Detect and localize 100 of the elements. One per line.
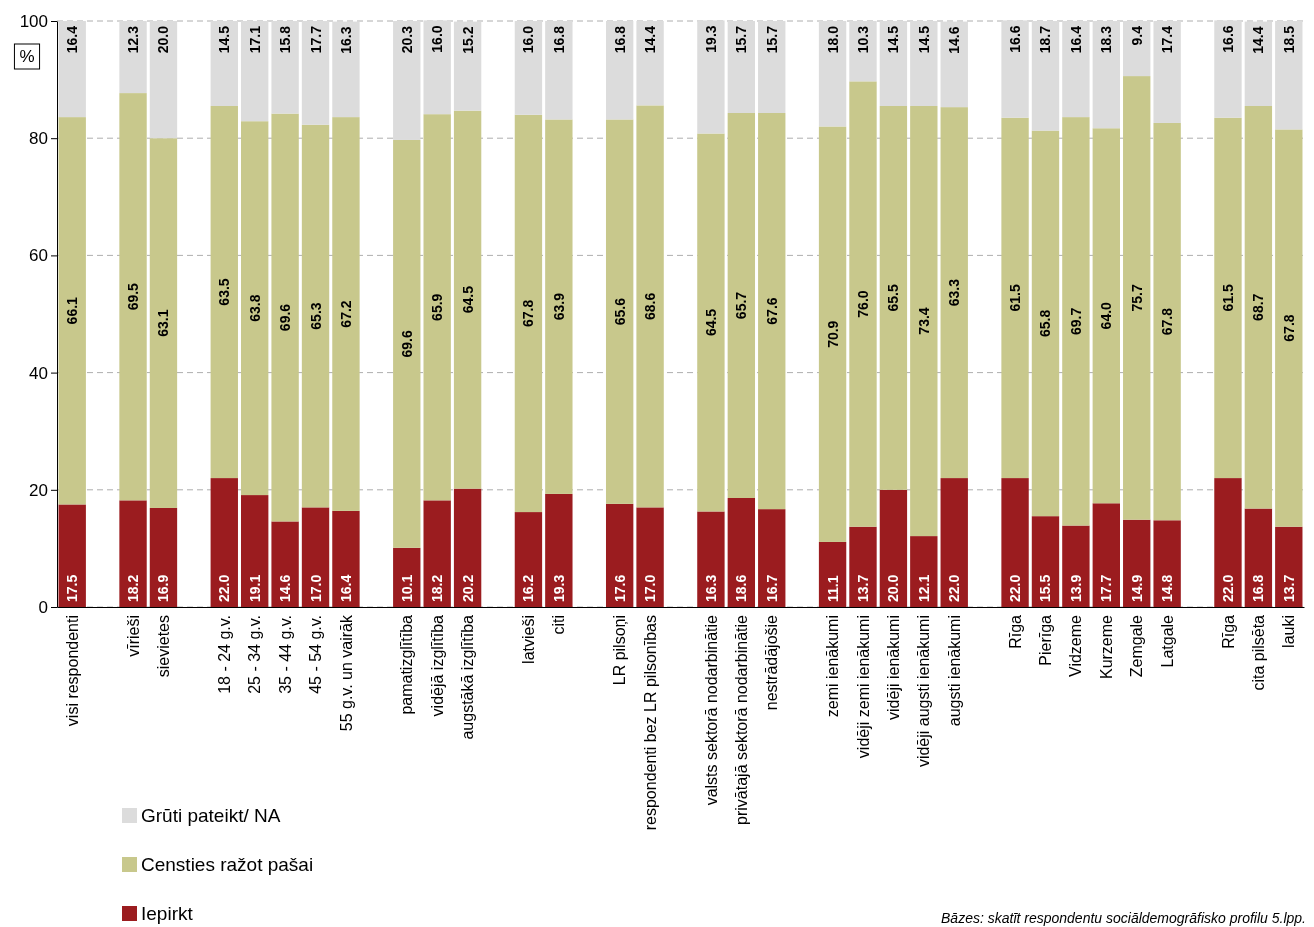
bar xyxy=(393,21,421,140)
bar xyxy=(423,20,451,115)
bar xyxy=(58,504,86,607)
bar xyxy=(332,510,360,607)
bar xyxy=(879,105,908,490)
bar xyxy=(910,536,938,607)
data-label: 69.5 xyxy=(125,282,142,311)
bar xyxy=(1244,21,1273,106)
y-tick-label: 40 xyxy=(29,363,48,383)
x-tick-label: vidējā izglītība xyxy=(428,614,446,717)
data-label: 20.0 xyxy=(155,25,172,54)
legend-label: Iepirkt xyxy=(141,903,194,924)
data-label: 10.1 xyxy=(398,574,415,602)
bar xyxy=(1244,105,1273,509)
data-label: 16.4 xyxy=(337,574,354,602)
bar xyxy=(727,21,756,113)
data-label: 22.0 xyxy=(1219,574,1236,602)
data-label: 17.1 xyxy=(246,25,263,54)
data-label: 16.7 xyxy=(763,574,780,602)
data-label: 66.1 xyxy=(64,296,81,325)
x-tick-label: augstākā izglītība xyxy=(459,614,477,740)
bar xyxy=(849,526,877,607)
data-label: 12.1 xyxy=(915,574,932,602)
bar xyxy=(605,119,634,504)
bar xyxy=(241,121,269,496)
x-tick-label: nestrādājošie xyxy=(763,614,781,711)
bar xyxy=(271,113,299,522)
x-tick-label: augsti ienākumi xyxy=(945,615,963,727)
data-label: 65.5 xyxy=(885,284,902,312)
data-label: 15.2 xyxy=(459,26,476,54)
data-label: 63.1 xyxy=(155,309,172,337)
bar xyxy=(514,114,543,513)
data-label: 18.2 xyxy=(429,574,446,602)
data-label: 61.5 xyxy=(1007,284,1024,312)
x-tick-label: lauki xyxy=(1280,615,1298,648)
bar xyxy=(301,124,330,508)
bar xyxy=(119,93,147,501)
bar xyxy=(1031,130,1060,517)
data-label: 63.5 xyxy=(216,278,233,306)
bar xyxy=(423,114,451,501)
data-label: 13.7 xyxy=(1280,574,1297,602)
bar xyxy=(697,133,725,512)
data-label: 64.5 xyxy=(459,285,476,314)
bar xyxy=(423,500,451,607)
x-tick-label: vidēji zemi ienākumi xyxy=(854,615,872,759)
bar xyxy=(940,478,968,607)
bar xyxy=(1153,520,1181,607)
bar xyxy=(727,498,756,607)
data-label: 16.4 xyxy=(64,25,81,54)
y-tick-label: 100 xyxy=(19,11,48,31)
data-label: 15.7 xyxy=(763,25,780,54)
bar xyxy=(453,110,482,489)
data-label: 67.8 xyxy=(1280,314,1297,342)
data-label: 14.9 xyxy=(1128,574,1145,602)
data-label: 16.0 xyxy=(429,25,446,53)
y-tick-label: 80 xyxy=(29,129,48,149)
bar xyxy=(1214,20,1242,118)
bar xyxy=(1001,478,1029,607)
bar xyxy=(727,113,756,498)
bar xyxy=(1275,526,1303,607)
data-label: 19.1 xyxy=(246,574,263,602)
data-label: 13.9 xyxy=(1067,574,1084,602)
data-label: 20.2 xyxy=(459,574,476,602)
bar xyxy=(210,105,238,479)
data-label: 61.5 xyxy=(1219,284,1236,312)
bar xyxy=(818,21,847,127)
bar xyxy=(636,21,664,106)
data-label: 18.6 xyxy=(733,574,750,602)
data-label: 12.3 xyxy=(125,25,142,54)
data-label: 17.4 xyxy=(1159,25,1176,54)
data-label: 65.7 xyxy=(733,291,750,320)
data-label: 69.6 xyxy=(398,330,415,358)
bar xyxy=(818,541,847,607)
bar xyxy=(605,503,634,607)
bar xyxy=(545,119,573,494)
x-tick-label: Pierīga xyxy=(1037,614,1055,666)
bar xyxy=(545,21,573,120)
data-label: 14.5 xyxy=(216,25,233,54)
data-label: 14.4 xyxy=(1250,26,1267,54)
bar xyxy=(1062,525,1090,607)
data-label: 75.7 xyxy=(1128,284,1145,312)
data-label: 19.3 xyxy=(702,25,719,53)
data-label: 16.8 xyxy=(611,25,628,54)
data-label: 16.3 xyxy=(337,26,354,54)
data-label: 67.8 xyxy=(520,299,537,328)
data-label: 19.3 xyxy=(550,574,567,602)
data-label: 14.8 xyxy=(1159,574,1176,602)
data-label: 17.0 xyxy=(642,574,659,602)
x-tick-label: Latgale xyxy=(1158,614,1176,668)
bar xyxy=(301,507,330,607)
x-tick-label: Vidzeme xyxy=(1067,614,1085,677)
x-tick-label: vidēji ienākumi xyxy=(885,615,902,720)
bar xyxy=(758,113,786,510)
data-label: 65.3 xyxy=(307,302,324,330)
bar xyxy=(149,507,178,607)
bar xyxy=(1092,21,1120,129)
bar xyxy=(1092,128,1120,504)
bar xyxy=(605,21,634,120)
data-label: 17.5 xyxy=(64,574,81,602)
data-label: 70.9 xyxy=(824,320,841,348)
